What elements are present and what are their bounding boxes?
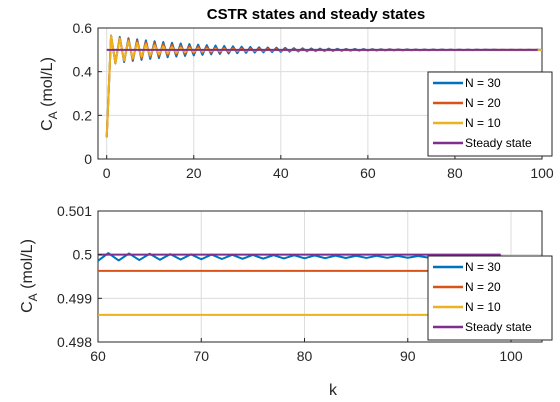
legend: N = 30 N = 20 N = 10 Steady state — [427, 255, 553, 341]
x-tick-label: 70 — [193, 348, 209, 364]
y-axis-label: CA (mol/L) — [39, 57, 60, 131]
x-tick-label: 90 — [400, 348, 416, 364]
y-tick-label: 0.499 — [57, 290, 92, 306]
y-tick-label: 0 — [84, 151, 92, 167]
legend-label: N = 10 — [465, 300, 501, 314]
y-tick-label: 0.6 — [73, 20, 93, 36]
x-tick-label: 80 — [447, 165, 463, 181]
legend-label: N = 10 — [465, 116, 501, 130]
y-axis-label-sub: A — [46, 111, 60, 119]
y-axis-label: CA (mol/L) — [19, 239, 40, 313]
series-group — [105, 34, 542, 138]
bottom-axes: 60 70 80 90 100 0.498 0.499 0.5 0.501 CA (mol/L) N… — [19, 203, 553, 364]
y-tick-label: 0.2 — [73, 107, 93, 123]
x-tick-label: 60 — [360, 165, 376, 181]
y-axis-label-rest: (mol/L) — [19, 239, 36, 293]
y-axis-label-sub: A — [26, 293, 40, 301]
legend-label: N = 20 — [465, 280, 501, 294]
y-axis-label-main: C — [19, 301, 36, 313]
legend-label: N = 30 — [465, 76, 501, 90]
legend-label: Steady state — [465, 320, 532, 334]
x-tick-label: 0 — [103, 165, 111, 181]
y-axis-label-rest: (mol/L) — [39, 57, 56, 111]
x-tick-label: 40 — [273, 165, 289, 181]
y-tick-label: 0.5 — [73, 247, 93, 263]
chart-title: CSTR states and steady states — [207, 6, 425, 23]
y-tick-label: 0.501 — [57, 203, 92, 219]
legend-label: N = 20 — [465, 96, 501, 110]
legend-label: N = 30 — [465, 260, 501, 274]
y-tick-label: 0.4 — [73, 64, 93, 80]
x-tick-label: 20 — [186, 165, 202, 181]
x-tick-label: 100 — [499, 348, 523, 364]
y-axis-label-main: C — [39, 119, 56, 131]
x-tick-label: 60 — [90, 348, 106, 364]
x-axis-label: k — [329, 382, 338, 399]
legend: N = 30 N = 20 N = 10 Steady state — [427, 71, 553, 157]
x-tick-label: 80 — [297, 348, 313, 364]
y-tick-label: 0.498 — [57, 334, 92, 350]
x-tick-label: 100 — [530, 165, 554, 181]
legend-label: Steady state — [465, 136, 532, 150]
